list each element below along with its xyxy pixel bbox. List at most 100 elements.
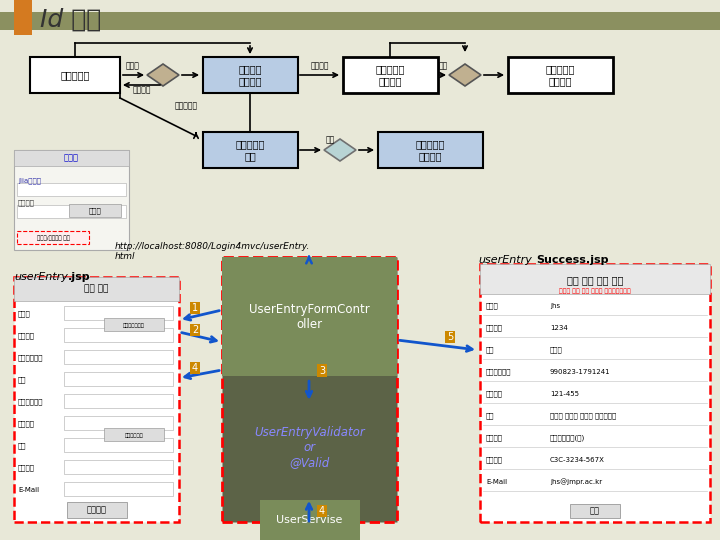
Text: 로그인화면: 로그인화면 xyxy=(60,70,90,80)
FancyBboxPatch shape xyxy=(202,132,297,168)
Text: 비밀번호: 비밀번호 xyxy=(486,325,503,332)
Text: 확인: 확인 xyxy=(438,61,448,70)
Text: 리턴: 리턴 xyxy=(590,507,600,516)
FancyBboxPatch shape xyxy=(202,57,297,93)
Text: 보안코드: 보안코드 xyxy=(18,421,35,427)
Text: 정보수정: 정보수정 xyxy=(311,61,329,70)
Text: 사용자정보
보기화면: 사용자정보 보기화면 xyxy=(415,139,445,161)
Text: 아이디중복확인: 아이디중복확인 xyxy=(123,322,145,327)
Text: 아이디: 아이디 xyxy=(486,303,499,309)
Text: 주소: 주소 xyxy=(18,443,27,449)
Text: 사용자별
메인화면: 사용자별 메인화면 xyxy=(238,64,262,86)
Text: 1234: 1234 xyxy=(550,325,568,331)
FancyBboxPatch shape xyxy=(69,204,121,217)
FancyBboxPatch shape xyxy=(64,460,173,474)
Text: 확인가입: 확인가입 xyxy=(86,505,107,515)
Text: E-Mail: E-Mail xyxy=(486,479,507,485)
FancyBboxPatch shape xyxy=(480,264,710,522)
Text: 3: 3 xyxy=(319,366,325,376)
Text: 주민등록번호: 주민등록번호 xyxy=(18,399,43,406)
Text: 4: 4 xyxy=(319,506,325,516)
Text: 전화번호: 전화번호 xyxy=(486,457,503,463)
Text: jhs: jhs xyxy=(550,303,560,309)
Text: 5: 5 xyxy=(447,332,453,342)
Text: 사용자정보
수정화면: 사용자정보 수정화면 xyxy=(375,64,405,86)
Text: UserServise: UserServise xyxy=(276,515,343,525)
FancyBboxPatch shape xyxy=(30,57,120,93)
FancyBboxPatch shape xyxy=(222,257,397,376)
FancyBboxPatch shape xyxy=(64,394,173,408)
Text: jiia아이디: jiia아이디 xyxy=(18,177,41,184)
Text: jhs@jmpr.ac.kr: jhs@jmpr.ac.kr xyxy=(550,478,602,485)
Text: 로그아웃: 로그아웃 xyxy=(132,85,151,94)
FancyBboxPatch shape xyxy=(64,416,173,430)
Text: UserEntryValidator
or
@Valid: UserEntryValidator or @Valid xyxy=(254,426,365,469)
Text: 경기도 통신시 복수동 사번번디도: 경기도 통신시 복수동 사번번디도 xyxy=(550,413,616,419)
Text: 990823-1791241: 990823-1791241 xyxy=(550,369,611,375)
FancyBboxPatch shape xyxy=(64,372,173,386)
FancyBboxPatch shape xyxy=(570,504,620,518)
Text: C3C-3234-567X: C3C-3234-567X xyxy=(550,457,605,463)
FancyBboxPatch shape xyxy=(14,150,129,166)
Polygon shape xyxy=(147,64,179,86)
FancyBboxPatch shape xyxy=(14,150,129,250)
FancyBboxPatch shape xyxy=(64,482,173,496)
FancyBboxPatch shape xyxy=(17,205,126,218)
Text: E-Mail: E-Mail xyxy=(18,487,39,493)
Polygon shape xyxy=(449,64,481,86)
Text: 사용자등록
화면: 사용자등록 화면 xyxy=(235,139,265,161)
Text: 우편번호: 우편번호 xyxy=(486,391,503,397)
FancyBboxPatch shape xyxy=(17,231,89,244)
Text: 4: 4 xyxy=(192,363,198,373)
Text: .jsp: .jsp xyxy=(68,272,91,282)
Text: 사용자정보
보기화면: 사용자정보 보기화면 xyxy=(545,64,575,86)
Text: 로그인: 로그인 xyxy=(126,61,140,70)
Text: 비밀번호확인: 비밀번호확인 xyxy=(18,355,43,361)
FancyBboxPatch shape xyxy=(17,183,126,196)
Text: 1: 1 xyxy=(192,303,198,313)
Text: 다음에 같이 유저 등록이 완료되었습니다: 다음에 같이 유저 등록이 완료되었습니다 xyxy=(559,288,631,294)
Text: 121-455: 121-455 xyxy=(550,391,579,397)
Text: 이름: 이름 xyxy=(18,377,27,383)
Text: 2: 2 xyxy=(192,325,198,335)
FancyBboxPatch shape xyxy=(66,502,127,518)
Text: 주민등록번호: 주민등록번호 xyxy=(486,369,511,375)
Text: 이미정보통신(주): 이미정보통신(주) xyxy=(550,435,585,441)
Polygon shape xyxy=(324,139,356,161)
Text: 주소: 주소 xyxy=(486,413,495,419)
Text: 로그인: 로그인 xyxy=(64,153,79,163)
Text: userEntry: userEntry xyxy=(478,255,532,265)
Bar xyxy=(14,0,32,35)
FancyBboxPatch shape xyxy=(14,277,179,301)
Text: 이름: 이름 xyxy=(486,347,495,353)
Text: 아이디/비밀번호 찾기: 아이디/비밀번호 찾기 xyxy=(37,235,69,241)
FancyBboxPatch shape xyxy=(104,428,164,441)
Text: 아이디찾기: 아이디찾기 xyxy=(175,101,198,110)
Text: userEntry: userEntry xyxy=(14,272,68,282)
Text: 회원 가입: 회원 가입 xyxy=(84,285,109,294)
FancyBboxPatch shape xyxy=(64,306,173,320)
Text: Id 찾기: Id 찾기 xyxy=(40,8,102,32)
Text: 유저 등록 완료 화면: 유저 등록 완료 화면 xyxy=(567,275,624,285)
FancyBboxPatch shape xyxy=(480,264,710,294)
Text: 전화번호: 전화번호 xyxy=(18,465,35,471)
Text: 아이디: 아이디 xyxy=(18,310,31,318)
Text: 로그인: 로그인 xyxy=(89,208,102,214)
FancyBboxPatch shape xyxy=(343,57,438,93)
Text: 비밀번호: 비밀번호 xyxy=(18,333,35,339)
Text: 비밀번호: 비밀번호 xyxy=(18,199,35,206)
FancyBboxPatch shape xyxy=(222,257,397,522)
FancyBboxPatch shape xyxy=(377,132,482,168)
Text: 상세주소: 상세주소 xyxy=(486,435,503,441)
FancyBboxPatch shape xyxy=(508,57,613,93)
Text: UserEntryFormContr
oller: UserEntryFormContr oller xyxy=(249,302,370,330)
Text: 확인: 확인 xyxy=(325,135,335,144)
Text: Success.jsp: Success.jsp xyxy=(536,255,608,265)
FancyBboxPatch shape xyxy=(64,350,173,364)
Text: 이현상: 이현상 xyxy=(550,347,563,353)
Text: 보안코드전송: 보안코드전송 xyxy=(125,433,143,437)
FancyBboxPatch shape xyxy=(64,328,173,342)
Bar xyxy=(0,12,720,30)
FancyBboxPatch shape xyxy=(64,438,173,452)
FancyBboxPatch shape xyxy=(259,500,359,540)
